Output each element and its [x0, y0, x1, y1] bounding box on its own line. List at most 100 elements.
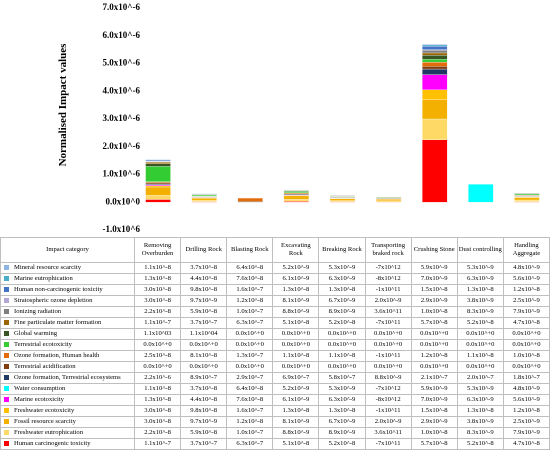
- table-cell: 1.8x10^-7: [502, 372, 550, 384]
- table-cell: 3.0x10^-8: [133, 284, 182, 296]
- table-cell: 2.1x10^-7: [410, 372, 458, 384]
- table-cell: 0.0x10^+0: [318, 328, 366, 340]
- table-cell: 5.6x10^-9: [502, 394, 550, 406]
- table-cell: 0.0x10^+0: [226, 328, 274, 340]
- table-row: Fossil resource scarcity 3.0x10^-8 9.7x10^…: [0, 416, 550, 428]
- table-cell: 3.8x10^-9: [456, 416, 504, 428]
- table-cell: 1.1x10^03: [133, 328, 182, 340]
- table-cell: 8.3x10^-9: [456, 427, 504, 439]
- table-cell: 0.0x10^+0: [318, 361, 366, 373]
- table-cell: 3.7x10^-7: [180, 317, 228, 329]
- table-cell: 1.1x10^-8: [272, 350, 320, 362]
- table-cell: 5.1x10^-8: [272, 317, 320, 329]
- legend-label: Marine eutrophication: [14, 275, 73, 283]
- table-cell: 1.0x10^-7: [226, 427, 274, 439]
- table-cell: 2.9x10^-7: [226, 372, 274, 384]
- legend-swatch: [4, 309, 9, 315]
- table-cell: 9.7x10^-9: [180, 416, 228, 428]
- bar-segment: [283, 195, 310, 200]
- bar-segment: [283, 191, 310, 193]
- table-cell: -7x10^12: [364, 262, 412, 274]
- legend-label: Human non-carcinogenic toxicity: [14, 286, 103, 294]
- table-cell: 6.3x10^-9: [456, 273, 504, 285]
- table-cell: 2.9x10^-9: [410, 295, 458, 307]
- legend-cell: Ionizing radiation: [0, 306, 135, 318]
- table-row: Freshwater eutrophication 2.2x10^-8 5.9x10…: [0, 427, 550, 439]
- legend-label: Ozone formation, Human health: [14, 352, 100, 360]
- column-header: Drilling Rock: [180, 237, 228, 263]
- table-cell: 1.3x10^-8: [456, 405, 504, 417]
- bar-segment: [422, 74, 448, 91]
- table-cell: -1x10^11: [364, 284, 412, 296]
- legend-swatch: [4, 320, 9, 326]
- table-cell: 0.0x10^+0: [410, 339, 458, 351]
- table-cell: 2.0x10^-9: [364, 416, 412, 428]
- table-cell: 5.2x10^-8: [456, 317, 504, 329]
- legend-swatch: [4, 386, 9, 392]
- table-cell: 1.2x10^-8: [410, 350, 458, 362]
- table-cell: 5.8x10^-7: [318, 372, 366, 384]
- bar-segment: [514, 197, 540, 201]
- table-cell: 5.2x10^-9: [272, 262, 320, 274]
- legend-label: Terrestrial ecotoxicity: [14, 341, 72, 349]
- table-cell: 8.8x10^-9: [364, 372, 412, 384]
- legend-cell: Freshwater ecotoxicity: [0, 405, 135, 417]
- table-row: Marine eutrophication 1.3x10^-8 4.4x10^-8 7…: [0, 273, 550, 285]
- table-cell: 1.6x10^-7: [226, 284, 274, 296]
- table-cell: 2.2x10^-6: [133, 372, 182, 384]
- bar-segment: [422, 44, 448, 47]
- legend-swatch: [4, 430, 9, 436]
- bar-segment: [191, 200, 217, 202]
- table-cell: 6.9x10^-7: [272, 372, 320, 384]
- table-cell: 1.1x10^-7: [133, 438, 182, 450]
- table-row: Ozone formation, Terrestrial ecosystems 2…: [0, 372, 550, 384]
- bar-segment: [145, 186, 171, 196]
- legend-swatch: [4, 364, 9, 370]
- table-cell: 0.0x10^+0: [502, 328, 550, 340]
- data-table: Impact category Removing Overburden Drilli…: [0, 237, 550, 450]
- bar-segment: [145, 182, 171, 185]
- legend-cell: Freshwater eutrophication: [0, 427, 135, 439]
- table-cell: 7.0x10^-9: [410, 273, 458, 285]
- table-cell: 1.0x10^-8: [502, 350, 550, 362]
- table-cell: 2.9x10^-9: [410, 416, 458, 428]
- table-cell: -8x10^12: [364, 394, 412, 406]
- table-cell: -8x10^12: [364, 273, 412, 285]
- legend-label: Mineral resource scarcity: [14, 264, 82, 272]
- table-cell: 5.1x10^-8: [272, 438, 320, 450]
- table-cell: 5.9x10^-9: [410, 383, 458, 395]
- table-cell: 1.2x10^-8: [226, 416, 274, 428]
- table-cell: 6.3x10^-7: [226, 438, 274, 450]
- table-cell: 8.1x10^-8: [180, 350, 228, 362]
- table-cell: 1.6x10^-7: [226, 405, 274, 417]
- column-header: Breaking Rock: [318, 237, 366, 263]
- table-cell: 5.9x10^-8: [180, 306, 228, 318]
- y-tick-label: 1.0x10^-6: [103, 169, 141, 179]
- legend-label: Fine particulate matter formation: [14, 319, 102, 327]
- table-cell: 1.3x10^-8: [133, 273, 182, 285]
- legend-swatch: [4, 353, 9, 359]
- table-cell: 2.5x10^-9: [502, 416, 550, 428]
- legend-swatch: [4, 298, 9, 304]
- table-cell: 6.4x10^-8: [226, 262, 274, 274]
- bar-segment: [422, 50, 448, 54]
- table-cell: 6.3x10^-9: [456, 394, 504, 406]
- table-cell: 0.0x10^+0: [364, 339, 412, 351]
- table-cell: 8.9x10^-7: [180, 372, 228, 384]
- bar-segment: [422, 68, 448, 75]
- table-cell: 0.0x10^+0: [133, 361, 182, 373]
- column-header: Crushing Stone: [410, 237, 458, 263]
- table-cell: 3.6x10^11: [364, 306, 412, 318]
- table-cell: 2.0x10^-7: [456, 372, 504, 384]
- bar-segment: [145, 162, 171, 164]
- table-cell: 8.1x10^-9: [272, 295, 320, 307]
- legend-swatch: [4, 397, 9, 403]
- table-cell: 5.7x10^-8: [410, 317, 458, 329]
- table-cell: 3.0x10^-8: [133, 405, 182, 417]
- table-cell: 6.3x10^-9: [318, 394, 366, 406]
- bar-segment: [145, 199, 171, 203]
- table-cell: 5.3x10^-9: [318, 383, 366, 395]
- table-cell: 9.7x10^-9: [180, 295, 228, 307]
- table-cell: 2.2x10^-8: [133, 427, 182, 439]
- table-cell: 9.8x10^-8: [180, 284, 228, 296]
